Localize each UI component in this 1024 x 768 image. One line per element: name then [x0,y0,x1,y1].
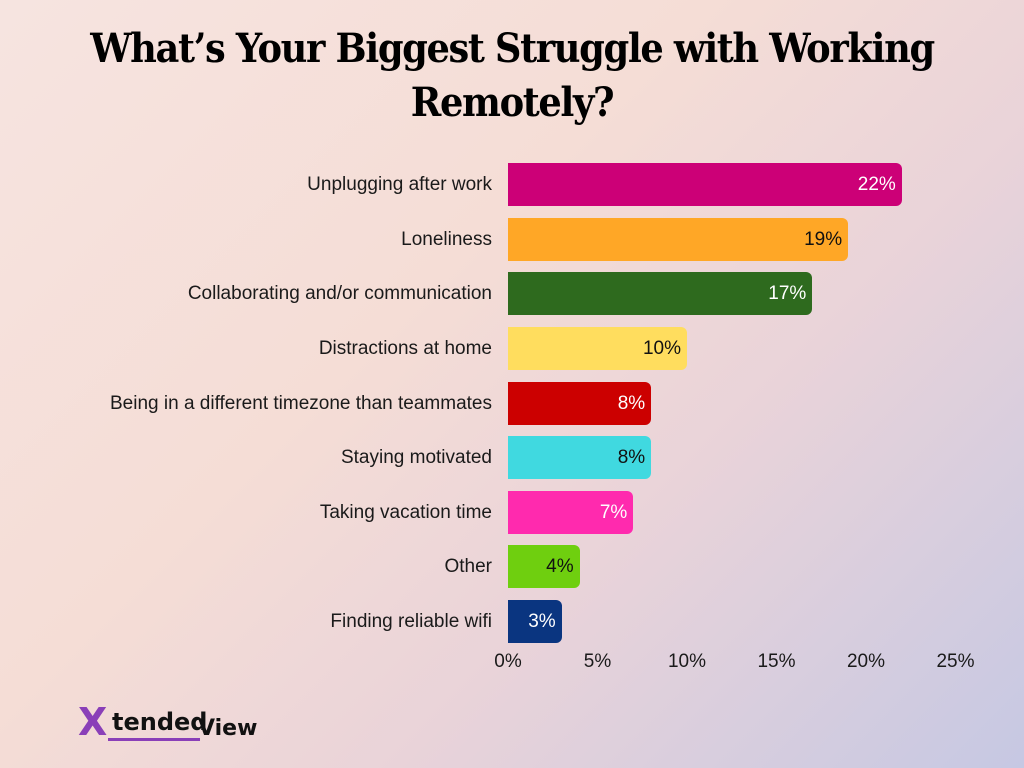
category-label: Taking vacation time [319,502,492,523]
category-label: Distractions at home [318,338,492,359]
value-label: 3% [528,611,556,632]
value-label: 8% [617,447,646,468]
x-tick-label: 10% [667,651,707,672]
category-label: Other [444,556,492,577]
category-label: Being in a different timezone than teamm… [110,393,492,414]
x-tick-label: 5% [583,651,612,672]
logo-x-mark: X [78,700,108,744]
bar-row: Collaborating and/or communication 17% [0,272,1024,315]
bar-row: Other 4% [0,545,1024,588]
value-label: 22% [857,174,896,195]
logo-text-tended: tended [112,708,208,736]
logo-text-view: View [198,716,258,741]
value-label: 4% [546,556,574,577]
category-label: Finding reliable wifi [330,611,492,632]
category-label: Staying motivated [340,447,492,468]
bar: 19% [508,218,849,261]
title-line-1: What’s Your Biggest Struggle with Workin… [90,25,935,72]
category-label: Unplugging after work [307,174,492,195]
value-label: 7% [599,502,628,523]
value-label: 19% [804,229,843,250]
bar-row: Finding reliable wifi 3% [0,600,1024,643]
bar-row: Unplugging after work 22% [0,163,1024,206]
bar: 3% [508,600,562,643]
bar: 17% [508,272,813,315]
bar: 10% [508,327,687,370]
bar-row: Staying motivated 8% [0,436,1024,479]
value-label: 10% [642,338,681,359]
bar: 8% [508,382,652,425]
xtendedview-logo: X tended View [78,702,268,742]
bar: 4% [508,545,580,588]
bar-row: Taking vacation time 7% [0,491,1024,534]
chart-title: What’s Your Biggest Struggle with Workin… [41,22,983,130]
x-tick-label: 25% [936,651,975,672]
bar-row: Distractions at home 10% [0,327,1024,370]
value-label: 8% [617,393,646,414]
category-label: Loneliness [401,229,492,250]
category-label: Collaborating and/or communication [187,283,492,304]
logo-underline [108,738,200,741]
bar: 22% [508,163,902,206]
x-tick-label: 15% [757,651,796,672]
x-tick-label: 0% [494,651,522,672]
x-tick-label: 20% [846,651,886,672]
bar-row: Loneliness 19% [0,218,1024,261]
bar: 8% [508,436,652,479]
value-label: 17% [768,283,807,304]
title-line-2: Remotely? [410,79,615,126]
bar-row: Being in a different timezone than teamm… [0,382,1024,425]
bar: 7% [508,491,634,534]
